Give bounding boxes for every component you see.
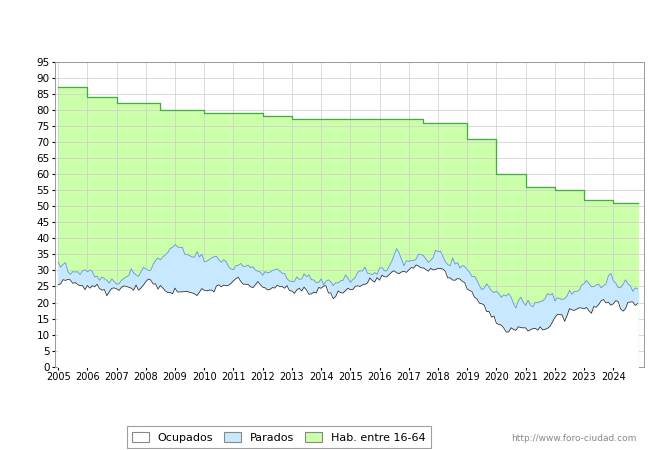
Text: Boadilla de Rioseco - Evolucion de la poblacion en edad de Trabajar Noviembre de: Boadilla de Rioseco - Evolucion de la po…: [49, 21, 601, 34]
Legend: Ocupados, Parados, Hab. entre 16-64: Ocupados, Parados, Hab. entre 16-64: [127, 426, 431, 448]
Text: http://www.foro-ciudad.com: http://www.foro-ciudad.com: [512, 434, 637, 443]
